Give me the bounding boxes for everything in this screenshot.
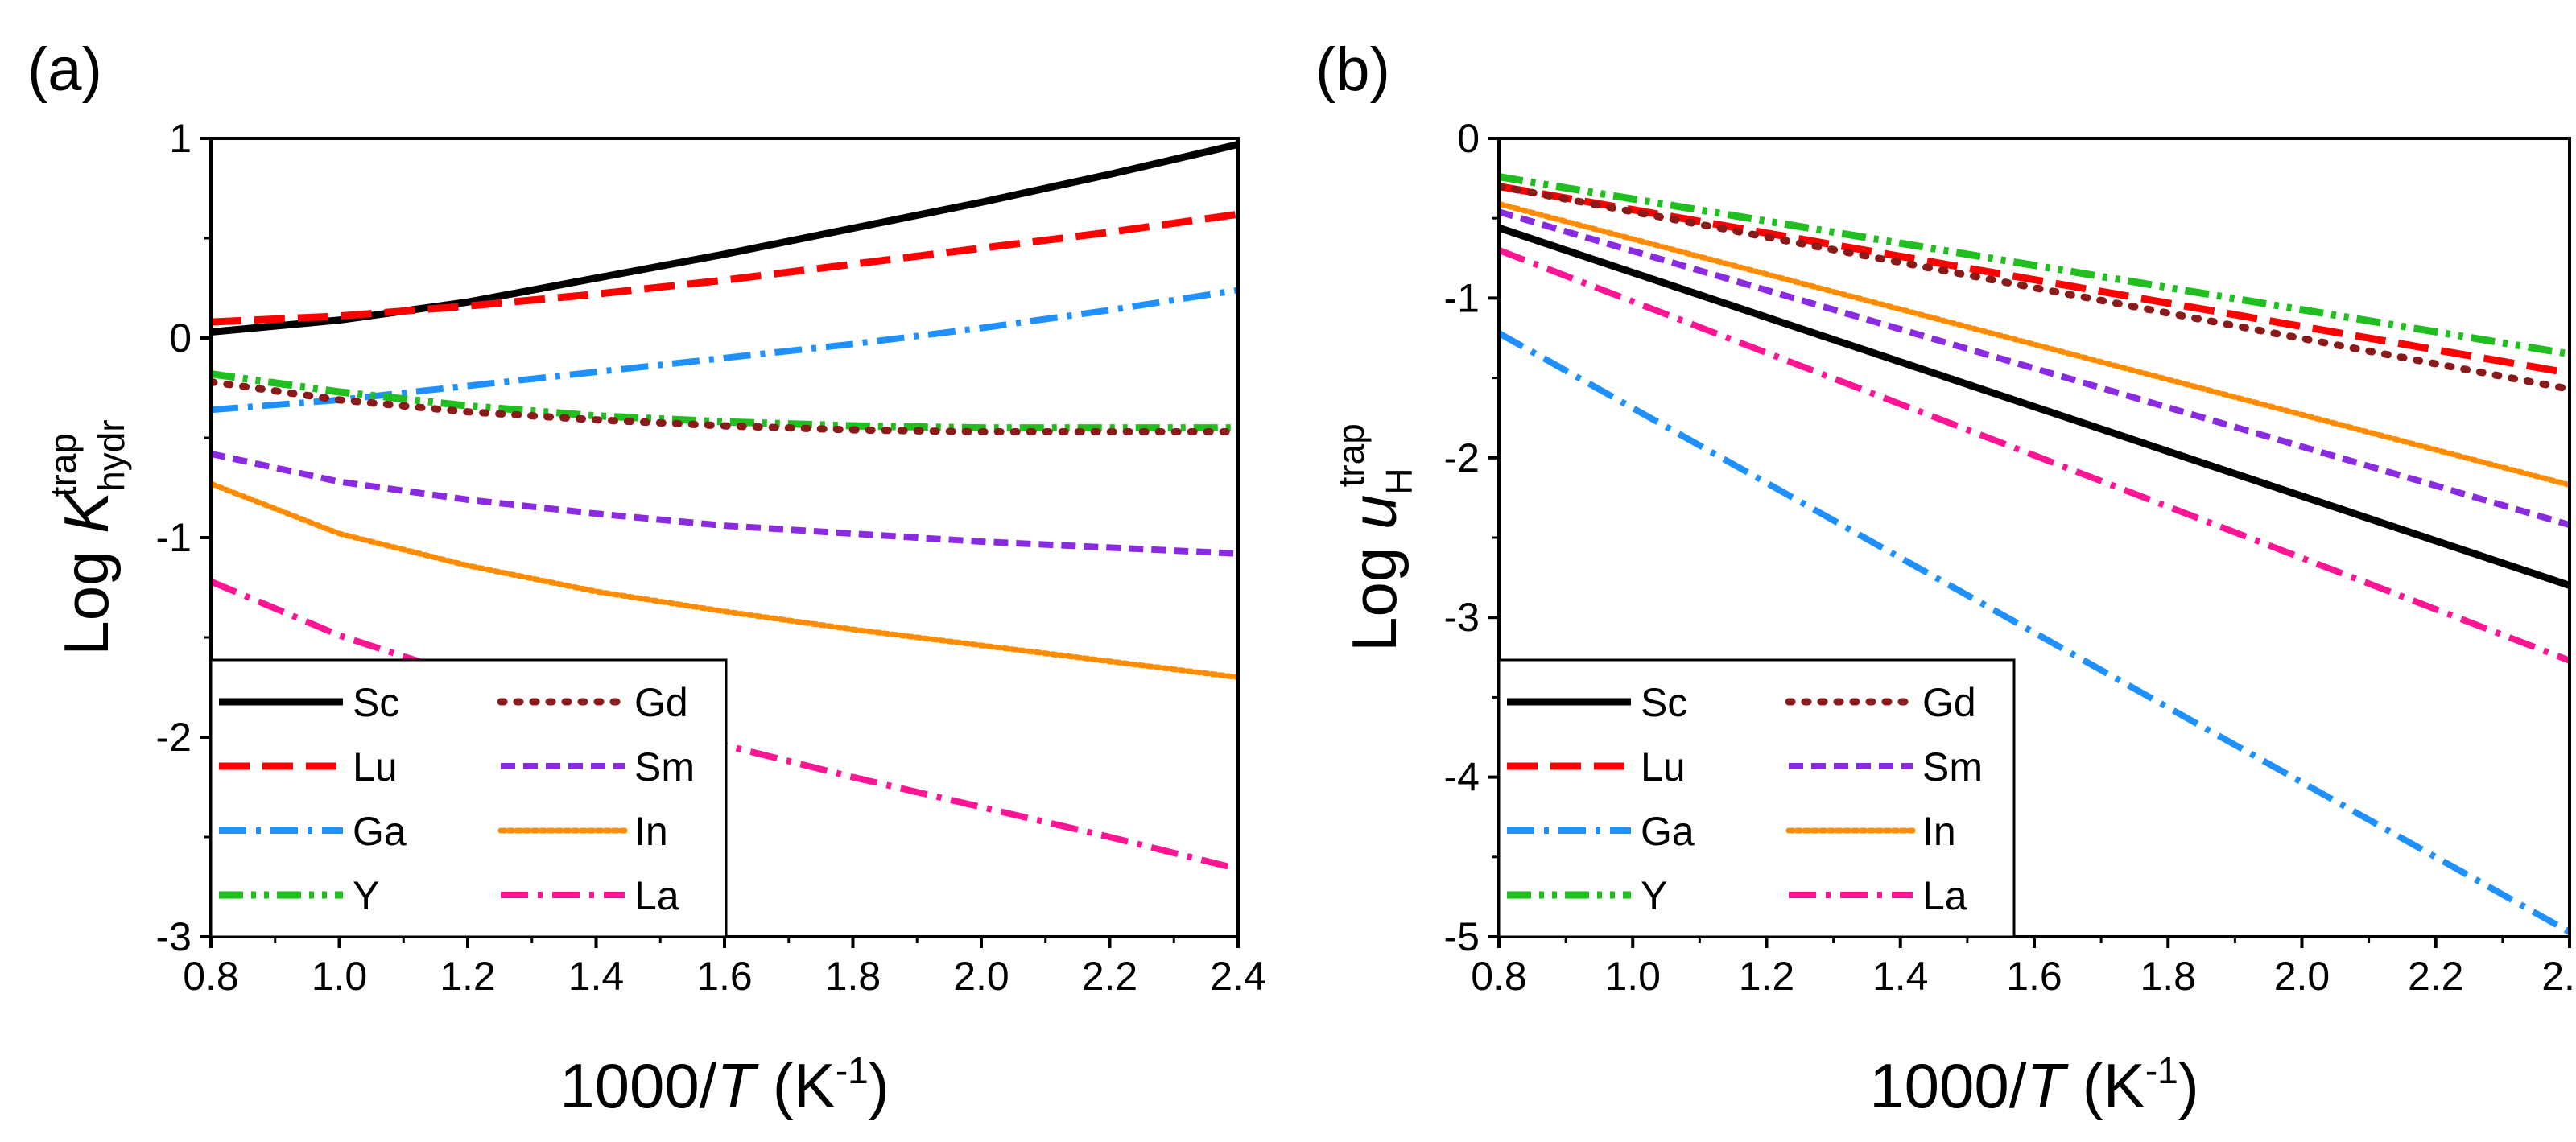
x-tick-label: 2.0 [2274, 954, 2330, 999]
series-in-line [1499, 200, 2570, 489]
x-tick-label: 0.8 [183, 954, 239, 999]
series-la-line [1499, 247, 2570, 664]
series-y-line [1499, 173, 2570, 358]
series-in-line [211, 480, 1238, 681]
legend-label-sc: Sc [1641, 680, 1687, 725]
series-ga-line [211, 287, 1238, 414]
y-tick-label: -5 [1444, 914, 1480, 959]
series-gd-line [1499, 183, 2570, 393]
x-tick-label: 2.0 [953, 954, 1009, 999]
y-tick-label: -1 [156, 515, 192, 560]
y-tick-label: -3 [156, 914, 192, 959]
x-tick-label: 0.8 [1471, 954, 1527, 999]
y-tick-label: -1 [1444, 275, 1480, 320]
x-tick-label: 2.2 [2408, 954, 2464, 999]
series-sc-line [211, 141, 1238, 336]
x-tick-label: 1.2 [1739, 954, 1795, 999]
y-tick-label: 1 [169, 116, 192, 161]
panel-label: (a) [27, 35, 102, 104]
x-axis-label: 1000/T (K-1) [1869, 1049, 2198, 1121]
y-tick-label: -2 [156, 715, 192, 760]
panel-a: 0.8 1.0 1.2 1.4 1.6 1.8 2.0 2.2 2.4 -3 -2 -1 0 1 (a) 10… [27, 35, 1266, 1121]
legend-label-lu: Lu [1641, 744, 1686, 790]
legend-label-la: La [634, 873, 679, 918]
legend-label-ga: Ga [353, 809, 407, 854]
legend-label-in: In [634, 809, 668, 854]
legend-label-gd: Gd [1922, 680, 1976, 725]
y-tick-label: -3 [1444, 595, 1480, 640]
x-tick-label: 1.4 [568, 954, 625, 999]
legend: Sc Lu Ga Y Gd Sm In La [209, 658, 728, 938]
y-tick-label: -4 [1444, 755, 1480, 800]
legend-box [209, 658, 728, 938]
y-axis-label: Log Khydrtrap [42, 419, 132, 655]
series-sc-line [1499, 224, 2570, 589]
legend: Sc Lu Ga Y Gd Sm In La [1497, 658, 2016, 938]
series-sm-line [1499, 208, 2570, 528]
legend-label-y: Y [1641, 873, 1667, 918]
legend-label-in: In [1922, 809, 1956, 854]
series-lu-line [211, 210, 1238, 326]
x-tick-label: 1.2 [440, 954, 496, 999]
panel-b: 0.8 1.0 1.2 1.4 1.6 1.8 2.0 2.2 2.4 -5 -4 -3 -2 -1 0 (b… [1315, 35, 2576, 1121]
y-tick-label: -2 [1444, 435, 1480, 480]
y-tick-label: 0 [1457, 116, 1480, 161]
x-tick-label: 2.2 [1082, 954, 1138, 999]
legend-label-la: La [1922, 873, 1967, 918]
x-tick-label: 1.0 [1604, 954, 1661, 999]
legend-label-y: Y [353, 873, 379, 918]
legend-label-sm: Sm [634, 744, 695, 790]
x-tick-label: 1.8 [2140, 954, 2196, 999]
legend-label-sc: Sc [353, 680, 399, 725]
x-tick-label: 1.0 [312, 954, 368, 999]
series-sm-line [211, 450, 1238, 557]
x-tick-label: 1.8 [825, 954, 881, 999]
x-tick-label: 1.4 [1872, 954, 1929, 999]
legend-label-sm: Sm [1922, 744, 1983, 790]
series-gd-line [211, 378, 1238, 436]
x-tick-label: 2.4 [1210, 954, 1266, 999]
x-axis-label: 1000/T (K-1) [559, 1049, 889, 1121]
series-y-line [211, 370, 1238, 432]
panel-label: (b) [1315, 35, 1390, 104]
x-tick-label: 1.6 [2006, 954, 2062, 999]
legend-label-lu: Lu [353, 744, 398, 790]
legend-box [1497, 658, 2016, 938]
x-tick-label: 2.4 [2541, 954, 2576, 999]
x-tick-label: 1.6 [696, 954, 753, 999]
legend-label-gd: Gd [634, 680, 688, 725]
series-lines [1499, 173, 2570, 935]
y-axis-label: Log uHtrap [1330, 423, 1420, 652]
y-tick-label: 0 [169, 315, 192, 361]
legend-label-ga: Ga [1641, 809, 1695, 854]
